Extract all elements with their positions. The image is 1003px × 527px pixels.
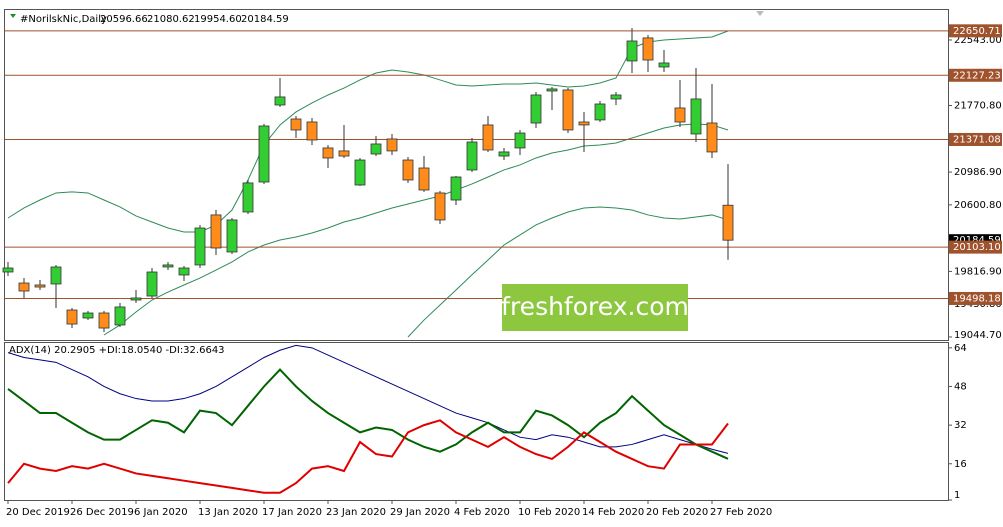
level-box bbox=[949, 68, 1002, 82]
watermark-box bbox=[502, 284, 688, 331]
y-tick-label: 20600.80 bbox=[954, 200, 1002, 211]
candle-body bbox=[674, 107, 686, 123]
indicator-line bbox=[7, 419, 729, 494]
candle-body bbox=[562, 89, 574, 131]
level-box bbox=[949, 24, 1002, 38]
y-tick-label: 48 bbox=[954, 381, 967, 392]
x-tick-label: 23 Jan 2020 bbox=[326, 507, 386, 518]
watermark: freshforex.com bbox=[501, 292, 689, 321]
candle-body bbox=[690, 98, 702, 135]
x-tick-label: 17 Jan 2020 bbox=[262, 507, 322, 518]
x-tick-label: 26 Dec 2019 bbox=[70, 507, 134, 518]
candle-body bbox=[114, 306, 126, 326]
header-close: 20184.59 bbox=[241, 14, 289, 25]
x-tick-label: 6 Jan 2020 bbox=[134, 507, 188, 518]
candle-body bbox=[594, 103, 606, 121]
candle-body bbox=[370, 143, 382, 155]
x-tick-label: 14 Feb 2020 bbox=[582, 507, 644, 518]
candle-body bbox=[722, 204, 734, 241]
candle-body bbox=[450, 176, 462, 201]
band-line bbox=[7, 30, 729, 233]
candle-body bbox=[82, 312, 94, 319]
candle-body bbox=[626, 40, 638, 62]
price-frame bbox=[4, 9, 949, 341]
candle-body bbox=[338, 150, 350, 157]
level-label: 22127.23 bbox=[953, 70, 1001, 81]
y-tick-label: 19044.70 bbox=[954, 330, 1002, 341]
level-label: 22650.71 bbox=[953, 26, 1001, 37]
candle-body bbox=[354, 159, 366, 186]
indicator-title: ADX(14) 20.2905 +DI:18.0540 -DI:32.6643 bbox=[9, 345, 225, 356]
candle-body bbox=[434, 192, 446, 221]
level-label: 21371.08 bbox=[953, 134, 1001, 145]
candle-body bbox=[50, 266, 62, 285]
candle-body bbox=[514, 132, 526, 149]
band-line bbox=[407, 206, 729, 338]
candle-body bbox=[466, 141, 478, 171]
candle-body bbox=[130, 297, 142, 301]
x-tick-label: 27 Feb 2020 bbox=[710, 507, 772, 518]
candle-body bbox=[274, 96, 286, 106]
candle-body bbox=[18, 282, 30, 292]
candle-body bbox=[642, 37, 654, 61]
candle-body bbox=[98, 312, 110, 329]
candle-body bbox=[194, 227, 206, 266]
candle-body bbox=[2, 267, 14, 273]
candle-body bbox=[258, 125, 270, 183]
y-tick-label: 22543.00 bbox=[954, 35, 1002, 46]
candle-body bbox=[482, 124, 494, 151]
candle-body bbox=[146, 271, 158, 297]
candle-body bbox=[610, 94, 622, 100]
candle-body bbox=[498, 151, 510, 157]
level-box bbox=[949, 240, 1002, 254]
header-low: 19954.60 bbox=[194, 14, 242, 25]
candle-body bbox=[322, 147, 334, 159]
indicator-line bbox=[7, 368, 729, 460]
y-tick-label: 20986.90 bbox=[954, 167, 1002, 178]
candle-body bbox=[386, 138, 398, 152]
y-tick-label: 32 bbox=[954, 420, 967, 431]
candle-body bbox=[178, 267, 190, 276]
band-line bbox=[103, 123, 729, 336]
candle-body bbox=[706, 122, 718, 153]
candle-body bbox=[578, 121, 590, 126]
x-tick-label: 29 Jan 2020 bbox=[390, 507, 450, 518]
candle-body bbox=[34, 284, 46, 288]
header-open: 20596.66 bbox=[100, 14, 148, 25]
y-tick-label: 19816.90 bbox=[954, 266, 1002, 277]
candle-body bbox=[546, 88, 558, 92]
candle-body bbox=[242, 182, 254, 213]
x-tick-label: 20 Feb 2020 bbox=[646, 507, 708, 518]
chart-title: #NorilskNic,Daily bbox=[20, 14, 107, 25]
y-tick-label: 64 bbox=[954, 343, 967, 354]
x-tick-label: 13 Jan 2020 bbox=[198, 507, 258, 518]
indicator-frame bbox=[4, 342, 949, 501]
symbol-icon bbox=[10, 14, 16, 18]
candle-body bbox=[226, 219, 238, 253]
candle-body bbox=[210, 214, 222, 249]
shift-marker bbox=[756, 11, 764, 16]
level-box bbox=[949, 132, 1002, 146]
x-tick-label: 10 Feb 2020 bbox=[518, 507, 580, 518]
y-tick-label: 21770.80 bbox=[954, 101, 1002, 112]
candle-body bbox=[402, 159, 414, 181]
header-high: 21080.62 bbox=[147, 14, 195, 25]
y-tick-label: 16 bbox=[954, 459, 967, 470]
x-tick-label: 20 Dec 2019 bbox=[6, 507, 70, 518]
candle-body bbox=[418, 167, 430, 191]
candle-body bbox=[530, 94, 542, 124]
candle-body bbox=[658, 62, 670, 68]
x-tick-label: 4 Feb 2020 bbox=[454, 507, 510, 518]
candle-body bbox=[66, 309, 78, 325]
y-tick-label: 1 bbox=[954, 490, 960, 501]
level-box bbox=[949, 291, 1002, 305]
level-label: 19498.18 bbox=[953, 293, 1001, 304]
level-label: 20103.10 bbox=[953, 242, 1001, 253]
candle-body bbox=[162, 264, 174, 268]
candle-body bbox=[290, 118, 302, 131]
candle-body bbox=[306, 121, 318, 141]
